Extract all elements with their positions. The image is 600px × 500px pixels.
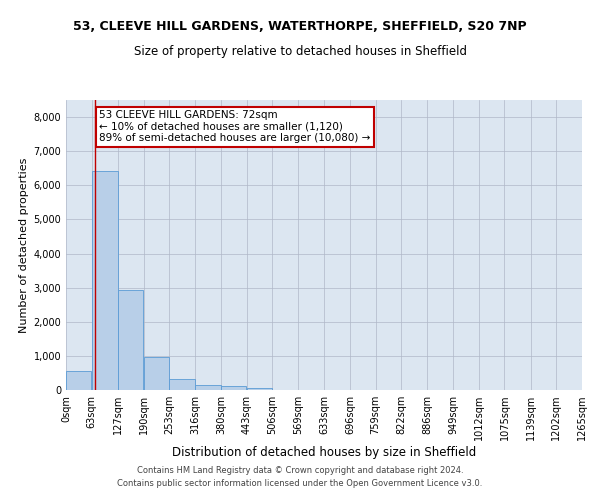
Bar <box>92 170 118 390</box>
X-axis label: Distribution of detached houses by size in Sheffield: Distribution of detached houses by size … <box>172 446 476 459</box>
Y-axis label: Number of detached properties: Number of detached properties <box>19 158 29 332</box>
Text: 53 CLEEVE HILL GARDENS: 72sqm
← 10% of detached houses are smaller (1,120)
89% o: 53 CLEEVE HILL GARDENS: 72sqm ← 10% of d… <box>100 110 371 144</box>
Bar <box>221 386 247 390</box>
Text: 53, CLEEVE HILL GARDENS, WATERTHORPE, SHEFFIELD, S20 7NP: 53, CLEEVE HILL GARDENS, WATERTHORPE, SH… <box>73 20 527 33</box>
Bar <box>169 378 194 390</box>
Bar <box>247 388 272 390</box>
Text: Size of property relative to detached houses in Sheffield: Size of property relative to detached ho… <box>133 45 467 58</box>
Bar <box>144 357 169 390</box>
Text: Contains HM Land Registry data © Crown copyright and database right 2024.
Contai: Contains HM Land Registry data © Crown c… <box>118 466 482 487</box>
Bar <box>195 384 221 390</box>
Bar <box>118 290 143 390</box>
Bar <box>66 371 91 390</box>
